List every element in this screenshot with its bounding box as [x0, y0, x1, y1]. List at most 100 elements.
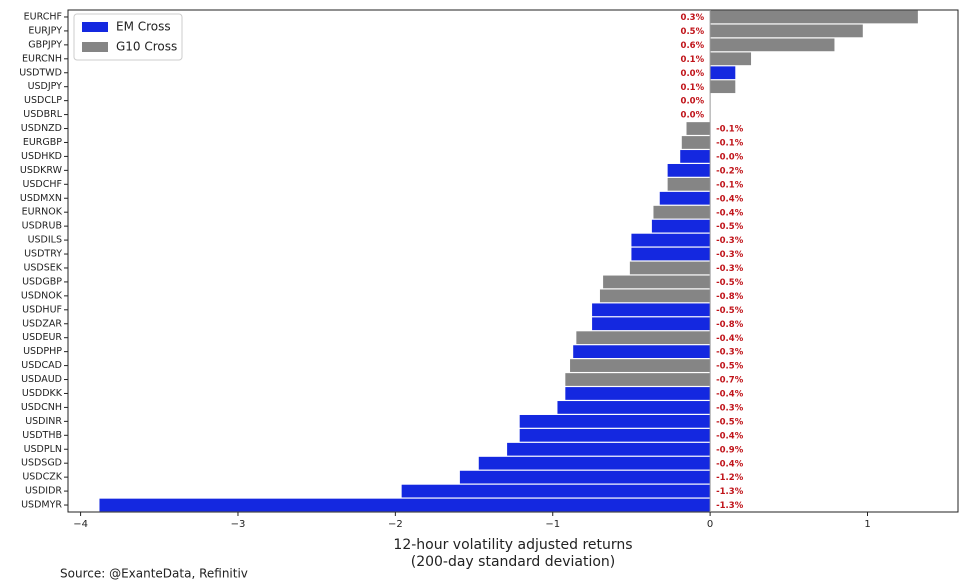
- value-annotation: 0.0%: [681, 97, 705, 107]
- bar: [573, 345, 711, 359]
- bar: [557, 401, 711, 414]
- value-annotation: -0.4%: [716, 390, 744, 400]
- bar: [478, 456, 711, 470]
- value-annotation: -0.4%: [716, 459, 744, 469]
- y-tick-label: USDNOK: [21, 290, 63, 301]
- bar: [651, 219, 711, 233]
- y-tick-label: EURNOK: [22, 207, 63, 218]
- y-tick-label: USDRUB: [22, 221, 62, 232]
- value-annotation: -0.3%: [716, 264, 744, 274]
- value-annotation: -0.5%: [716, 222, 744, 232]
- bar: [686, 122, 711, 135]
- value-annotation: -0.1%: [716, 125, 744, 135]
- y-tick-label: USDIDR: [25, 486, 62, 497]
- y-tick-label: USDDKK: [22, 388, 63, 399]
- bar: [592, 317, 711, 331]
- y-tick-label: USDTRY: [24, 249, 62, 260]
- y-tick-label: USDSEK: [23, 262, 62, 273]
- legend-label: EM Cross: [116, 20, 171, 34]
- value-annotation: -0.0%: [716, 153, 744, 163]
- value-annotation: -0.3%: [716, 404, 744, 414]
- bar: [667, 163, 711, 177]
- value-annotation: -0.5%: [716, 362, 744, 372]
- y-tick-label: USDCZK: [22, 472, 62, 483]
- value-annotation: -0.3%: [716, 250, 744, 260]
- value-annotation: -0.2%: [716, 166, 744, 176]
- y-tick-label: USDTWD: [19, 67, 62, 78]
- bar: [710, 10, 918, 24]
- bar: [667, 177, 711, 191]
- value-annotation: 0.6%: [681, 41, 705, 51]
- y-tick-label: USDPHP: [23, 346, 62, 357]
- y-tick-label: EURJPY: [28, 25, 62, 36]
- y-tick-label: USDKRW: [20, 165, 63, 176]
- value-annotation: -0.8%: [716, 320, 744, 330]
- bar: [565, 373, 711, 386]
- y-tick-label: USDJPY: [28, 81, 63, 92]
- bar: [507, 442, 711, 456]
- bar: [570, 359, 711, 372]
- value-annotation: -0.4%: [716, 194, 744, 204]
- x-axis-label: 12-hour volatility adjusted returns: [393, 537, 632, 553]
- y-tick-label: EURCHF: [24, 11, 62, 22]
- y-tick-label: USDGBP: [22, 276, 62, 287]
- y-tick-label: USDMYR: [21, 500, 62, 511]
- x-tick-label: −1: [545, 519, 560, 530]
- y-tick-label: USDCAD: [21, 360, 62, 371]
- bar: [681, 136, 711, 149]
- value-annotation: 0.0%: [681, 111, 705, 121]
- value-annotation: 0.1%: [681, 83, 705, 93]
- bar: [710, 24, 863, 38]
- value-annotation: 0.0%: [681, 69, 705, 79]
- bar: [659, 191, 711, 205]
- legend-swatch: [82, 42, 108, 52]
- bar: [631, 233, 711, 247]
- y-tick-label: EURCNH: [22, 53, 62, 64]
- value-annotation: -0.3%: [716, 348, 744, 358]
- bar: [576, 331, 711, 345]
- y-tick-label: USDBRL: [23, 109, 62, 120]
- value-annotation: 0.5%: [681, 27, 705, 37]
- bar: [710, 38, 835, 52]
- bar: [710, 66, 736, 80]
- y-tick-label: USDPLN: [24, 444, 62, 455]
- y-tick-label: USDCLP: [24, 95, 62, 106]
- legend-swatch: [82, 22, 108, 32]
- plot-frame: [67, 9, 959, 513]
- legend-label: G10 Cross: [116, 40, 177, 54]
- y-tick-label: USDTHB: [22, 430, 62, 441]
- x-tick-label: −2: [388, 519, 403, 530]
- value-annotation: -0.7%: [716, 376, 744, 386]
- bar: [631, 247, 711, 261]
- y-tick-label: GBPJPY: [28, 39, 62, 50]
- y-tick-label: USDAUD: [21, 374, 62, 385]
- value-annotation: -0.9%: [716, 445, 744, 455]
- y-tick-label: EURGBP: [23, 137, 62, 148]
- x-tick-label: −4: [73, 519, 88, 530]
- bar: [519, 414, 711, 428]
- y-tick-label: USDNZD: [21, 123, 62, 134]
- value-annotation: 0.1%: [681, 55, 705, 65]
- value-annotation: -0.4%: [716, 431, 744, 441]
- value-annotation: 0.3%: [681, 13, 705, 23]
- y-tick-label: USDINR: [25, 416, 62, 427]
- bar: [519, 428, 711, 442]
- y-tick-label: USDSGD: [21, 458, 62, 469]
- bar: [592, 303, 711, 317]
- x-tick-label: 0: [707, 519, 713, 530]
- y-tick-label: USDHKD: [21, 151, 62, 162]
- y-tick-label: USDHUF: [22, 304, 62, 315]
- value-annotation: -0.5%: [716, 278, 744, 288]
- y-tick-label: USDCNH: [21, 402, 62, 413]
- x-tick-label: 1: [864, 519, 870, 530]
- y-tick-label: USDMXN: [20, 193, 62, 204]
- bar: [710, 52, 752, 66]
- value-annotation: -1.3%: [716, 501, 744, 511]
- source: Source: @ExanteData, Refinitiv: [60, 567, 248, 581]
- value-annotation: -1.3%: [716, 487, 744, 497]
- value-annotation: -0.5%: [716, 417, 744, 427]
- value-annotation: -0.8%: [716, 292, 744, 302]
- value-annotation: -0.4%: [716, 208, 744, 218]
- value-annotation: -0.3%: [716, 236, 744, 246]
